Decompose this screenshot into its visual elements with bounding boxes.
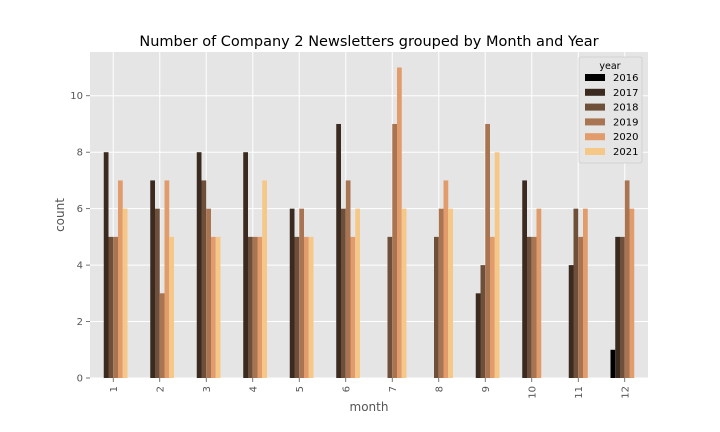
bar-2017-month-2 [150,180,155,378]
bar-2021-month-9 [494,152,500,378]
plot-area [90,52,648,378]
bar-2021-month-8 [448,208,453,378]
bar-2020-month-1 [118,180,123,378]
bar-2020-month-7 [397,67,402,379]
y-tick-label: 6 [77,204,83,215]
bar-2021-month-4 [262,180,267,378]
legend-swatch-2017 [585,88,605,96]
bar-2017-month-1 [103,152,109,378]
y-ticks: 0 2 4 6 8 10 [70,91,90,385]
bar-2018-month-2 [155,208,160,378]
y-tick-label: 4 [77,261,83,272]
legend-title: year [599,61,620,72]
bar-2021-month-1 [122,208,128,378]
bar-2019-month-5 [299,208,304,378]
legend-label-2016: 2016 [613,73,638,84]
x-tick-label: 3 [202,386,213,392]
y-tick-label: 10 [70,91,83,102]
legend-label-2017: 2017 [613,88,638,99]
legend-swatch-2021 [585,148,605,155]
bar-2020-month-2 [164,180,170,378]
bar-2019-month-12 [624,180,630,378]
legend-label-2020: 2020 [613,132,638,143]
bar-2018-month-3 [201,180,207,378]
y-tick-label: 2 [77,317,83,328]
bar-2018-month-4 [248,236,253,378]
x-tick-label: 7 [388,386,399,392]
bar-2020-month-3 [211,236,216,378]
bar-2017-month-6 [336,123,341,378]
y-tick-label: 0 [77,374,83,385]
x-tick-label: 12 [620,386,631,399]
bar-2018-month-7 [387,236,393,378]
bar-2018-month-11 [573,208,579,378]
bar-2020-month-6 [350,236,356,378]
legend-swatch-2018 [585,103,605,111]
bar-2021-month-3 [215,236,221,378]
bar-2019-month-3 [206,208,211,378]
x-tick-label: 6 [341,386,352,392]
bar-2018-month-5 [294,236,300,378]
bar-2019-month-11 [578,236,583,378]
bar-2018-month-6 [341,208,346,378]
legend: year 2016 2017 2018 2019 2020 2021 [578,56,643,164]
bars [103,67,635,379]
bar-2018-month-12 [620,236,625,378]
bar-2020-month-9 [490,236,495,378]
bar-2018-month-9 [480,265,486,378]
chart-title: Number of Company 2 Newsletters grouped … [139,34,598,50]
legend-swatch-2019 [585,118,605,126]
bar-2017-month-4 [243,152,248,378]
bar-2020-month-12 [629,208,635,378]
legend-label-2021: 2021 [613,147,638,158]
bar-2019-month-1 [113,236,118,378]
bar-2021-month-5 [308,236,314,378]
bar-2017-month-12 [615,236,620,378]
x-tick-label: 10 [527,386,538,399]
bar-2021-month-2 [169,236,174,378]
x-axis-label: month [350,400,389,414]
bar-2016-month-12 [610,349,616,378]
bar-2021-month-7 [401,208,407,378]
legend-label-2018: 2018 [613,103,638,114]
bar-2019-month-8 [438,208,444,378]
x-tick-label: 1 [109,386,120,392]
bar-2018-month-10 [527,236,532,378]
y-tick-label: 8 [77,148,83,159]
x-tick-label: 2 [155,386,166,392]
bar-2020-month-11 [583,208,588,378]
bar-2020-month-4 [257,236,263,378]
legend-swatch-2016 [585,74,605,81]
x-tick-label: 11 [574,386,585,399]
bar-2019-month-10 [531,236,537,378]
x-tick-label: 8 [434,386,445,392]
bar-2019-month-7 [392,123,397,378]
x-ticks: 1 2 3 4 5 6 7 8 9 10 11 12 [109,378,631,399]
bar-2017-month-9 [475,293,481,378]
bar-2018-month-8 [434,236,439,378]
bar-2020-month-10 [536,208,542,378]
x-tick-label: 5 [295,386,306,392]
y-axis-label: count [53,198,67,232]
bar-2017-month-5 [289,208,295,378]
legend-label-2019: 2019 [613,117,638,128]
bar-2019-month-4 [252,236,258,378]
bar-2020-month-8 [443,180,449,378]
bar-2019-month-6 [345,180,351,378]
bar-2021-month-6 [355,208,360,378]
x-tick-label: 9 [481,386,492,392]
bar-2020-month-5 [304,236,309,378]
bar-2018-month-1 [108,236,114,378]
bar-2019-month-2 [159,293,165,378]
x-tick-label: 4 [248,386,259,392]
bar-2017-month-3 [196,152,202,378]
bar-2017-month-11 [568,265,574,378]
bar-2019-month-9 [485,123,490,378]
bar-2017-month-10 [522,180,527,378]
legend-swatch-2020 [585,133,605,141]
